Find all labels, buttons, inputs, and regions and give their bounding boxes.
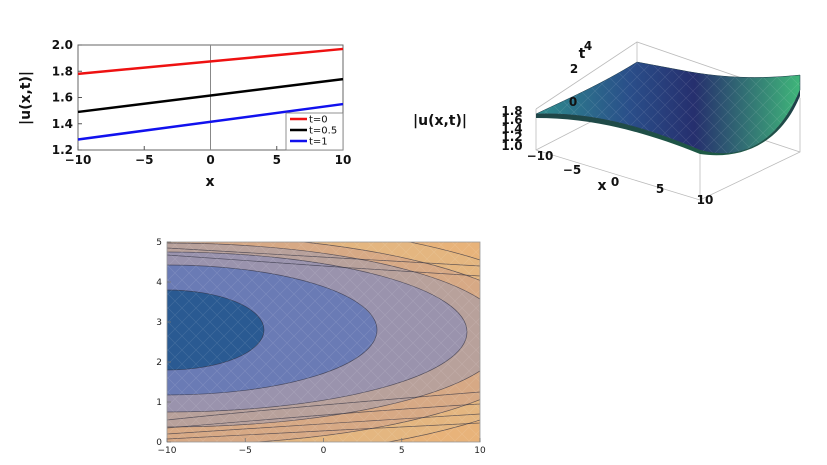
- x-tick-label: −5: [239, 446, 252, 456]
- legend-label: t=1: [309, 137, 328, 148]
- contour-chart: −10 −5 0 5 10 0 1 2 3 4 5: [156, 238, 486, 456]
- x-tick-label-3d: 10: [697, 193, 714, 207]
- axis-ticks: −10 −5 0 5 10 0 1 2 3 4 5: [156, 238, 486, 456]
- x-tick-label: −5: [135, 153, 153, 167]
- x-tick-label-3d: 0: [611, 175, 619, 189]
- x-tick-label: −10: [158, 446, 177, 456]
- y-tick-label: 0: [156, 438, 162, 448]
- x-tick-label: 10: [474, 446, 486, 456]
- x-tick-label: 0: [321, 446, 327, 456]
- z-tick-label-3d: 1.6: [501, 113, 522, 127]
- t-tick-label-3d: 0: [569, 95, 577, 109]
- y-tick-label: 1.2: [52, 143, 73, 157]
- x-axis-label: x: [205, 174, 214, 190]
- y-tick-label: 3: [156, 318, 162, 328]
- x-tick-label-3d: −5: [563, 163, 581, 177]
- z-tick-label-3d: 1.2: [501, 130, 522, 144]
- x-tick-label-3d: −10: [527, 149, 554, 163]
- legend-label: t=0.5: [309, 126, 337, 137]
- series-line: [77, 77, 344, 114]
- y-tick-label: 1: [156, 398, 162, 408]
- y-tick-label: 1.4: [52, 117, 73, 131]
- x-axis-label-3d: x: [597, 178, 606, 194]
- contour-fill: [167, 242, 480, 442]
- x-tick-label: 5: [273, 153, 281, 167]
- axis-ticks-3d: −10 −5 0 5 10 0 24 1.81.61.41.21.0: [501, 39, 713, 207]
- t-axis-label-3d: t: [579, 46, 586, 62]
- axis-ticks: −10 −5 0 5 10 1.2 1.4 1.6 1.8 2.0: [52, 38, 352, 167]
- legend: t=0t=0.5t=1: [285, 112, 344, 151]
- series-lines: [77, 47, 344, 141]
- y-tick-label: 4: [156, 278, 162, 288]
- y-tick-label: 1.6: [52, 91, 73, 105]
- surface-chart: −10 −5 0 5 10 0 24 1.81.61.41.21.0 |u(x,t)| x t: [413, 39, 801, 207]
- y-tick-label: 1.8: [52, 64, 73, 78]
- series-line: [77, 47, 344, 76]
- series-line: [77, 102, 344, 141]
- contour-mesh: [167, 242, 480, 442]
- line-chart: −10 −5 0 5 101.21.41.61.82.0 x |u(x,t)| t=0t…: [18, 38, 351, 190]
- x-tick-label: 5: [399, 446, 405, 456]
- y-tick-label: 2.0: [52, 38, 73, 52]
- y-tick-label: 2: [156, 358, 162, 368]
- z-tick-label-3d: 1.4: [501, 122, 522, 136]
- y-tick-label: 5: [156, 238, 162, 248]
- legend-label: t=0: [309, 115, 328, 126]
- x-tick-label-3d: 5: [656, 182, 664, 196]
- x-tick-label: −10: [65, 153, 92, 167]
- surface-mesh: [536, 62, 800, 154]
- z-tick-label-3d: 1.8: [501, 104, 522, 118]
- x-tick-label: 0: [206, 153, 214, 167]
- x-tick-label: 10: [335, 153, 352, 167]
- z-tick-label-3d: 1.0: [501, 139, 522, 153]
- y-axis-label: |u(x,t)|: [18, 71, 34, 125]
- t-tick-label-3d: 4: [584, 39, 592, 53]
- z-axis-label: |u(x,t)|: [413, 113, 467, 129]
- t-tick-label-3d: 2: [570, 62, 578, 76]
